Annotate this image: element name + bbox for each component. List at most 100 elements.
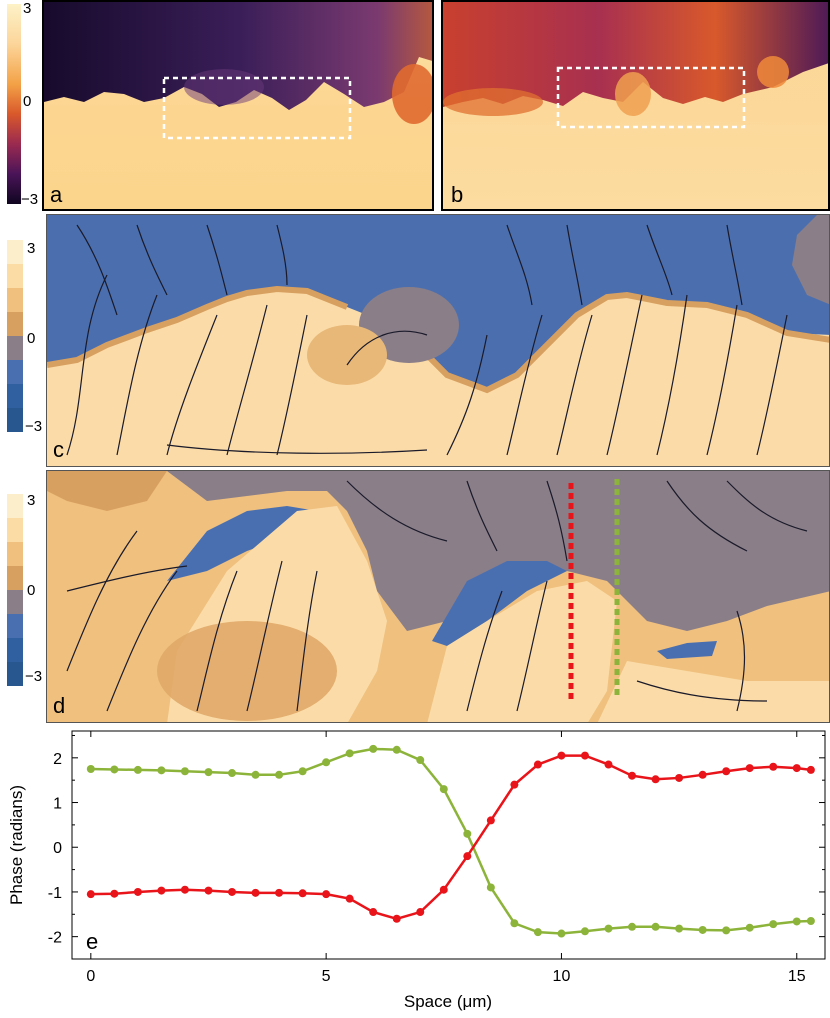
series-1-point [439, 885, 448, 894]
series-0-point [110, 765, 119, 774]
plot-frame [71, 730, 826, 960]
series-line-1 [90, 754, 812, 921]
panel-c-phase-map: c [46, 214, 830, 467]
series-1-point [133, 887, 142, 896]
panel-b-image [443, 2, 828, 209]
y-tick-label: 1 [53, 796, 62, 813]
series-1-point [722, 767, 731, 776]
x-tick-label: 5 [322, 968, 331, 985]
colorbar-c-swatches [7, 240, 23, 432]
series-0-point [604, 924, 613, 933]
series-0-point [533, 928, 542, 937]
series-1-point [628, 771, 637, 780]
colorbar-d-swatches [7, 494, 23, 686]
colorbar-top-gradient [7, 4, 21, 204]
y-tick-label: -2 [48, 930, 62, 947]
series-1-point [745, 764, 754, 773]
series-0-point [580, 927, 589, 936]
series-1-point [251, 888, 260, 897]
x-axis-label: Space (μm) [404, 992, 492, 1011]
series-1-point [275, 888, 284, 897]
series-1-point [510, 780, 519, 789]
panel-b-heatmap: b [441, 0, 830, 211]
panel-b-roi-box [556, 66, 746, 129]
colorbar-top-tick-min: −3 [21, 191, 39, 208]
x-tick-label: 0 [86, 968, 95, 985]
series-0-point [439, 785, 448, 794]
series-0-point [557, 929, 566, 938]
series-0-point [722, 926, 731, 935]
series-0-point [675, 924, 684, 933]
series-1-point [110, 889, 119, 898]
y-tick-label: -1 [48, 885, 62, 902]
series-1-point [604, 760, 613, 769]
colorbar-top-tick-mid: 0 [23, 93, 32, 110]
series-0-point [180, 767, 189, 776]
series-0-point [345, 749, 354, 758]
colorbar-d-tick-max: 3 [27, 492, 36, 509]
series-0-point [322, 758, 331, 767]
series-0-point [228, 769, 237, 778]
series-1-point [157, 886, 166, 895]
panel-a-heatmap: a [42, 0, 434, 211]
panel-d-image [47, 471, 829, 722]
series-0-point [275, 770, 284, 779]
colorbar-d-tick-mid: 0 [27, 582, 36, 599]
y-axis-label: Phase (radians) [7, 785, 26, 905]
series-0-point [745, 923, 754, 932]
series-0-point [792, 917, 801, 926]
series-1-point [806, 765, 815, 774]
series-1-point [651, 775, 660, 784]
series-1-point [392, 914, 401, 923]
series-0-point [651, 922, 660, 931]
panel-d-phase-map: d [46, 470, 830, 723]
panel-b-label: b [451, 182, 464, 207]
panel-d-label: d [53, 693, 66, 718]
panel-e-chart: 0 5 10 15 2 1 0 -1 -2 Space (μm) Phase (radians)… [0, 725, 830, 1013]
panel-e-label: e [86, 929, 98, 954]
panel-c-streamlines [66, 224, 788, 456]
panel-d-streamlines [66, 480, 808, 712]
colorbar-top-tick-max: 3 [23, 0, 32, 17]
panel-a-roi-box [162, 76, 352, 140]
series-1-point [204, 886, 213, 895]
series-0-point [628, 922, 637, 931]
colorbar-d-tick-min: −3 [25, 668, 43, 685]
series-0-point [298, 767, 307, 776]
series-1-point [345, 894, 354, 903]
series-1-point [86, 890, 95, 899]
panel-a-label: a [50, 182, 63, 207]
colorbar-d: 3 0 −3 [5, 490, 43, 690]
colorbar-c-tick-mid: 0 [27, 330, 36, 347]
colorbar-c-tick-max: 3 [27, 240, 36, 257]
series-0-point [251, 770, 260, 779]
series-0-point [510, 919, 519, 928]
colorbar-c: 3 0 −3 [5, 236, 42, 436]
series-1-point [557, 751, 566, 760]
series-1-point [322, 890, 331, 899]
series-0-point [204, 768, 213, 777]
series-1-point [298, 889, 307, 898]
series-0-point [133, 765, 142, 774]
series-1-point [698, 770, 707, 779]
panel-c-image [47, 215, 829, 466]
series-0-point [157, 766, 166, 775]
series-1-point [228, 887, 237, 896]
series-0-point [416, 756, 425, 765]
series-1-point [580, 751, 589, 760]
series-1-point [792, 764, 801, 773]
series-1-point [675, 773, 684, 782]
y-tick-label: 2 [53, 751, 62, 768]
series-1-point [369, 908, 378, 917]
series-0-point [369, 744, 378, 753]
series-1-point [416, 908, 425, 917]
panel-c-label: c [53, 437, 64, 462]
series-0-point [463, 829, 472, 838]
series-0-point [698, 925, 707, 934]
series-1-point [769, 762, 778, 771]
series-0-point [486, 883, 495, 892]
series-0-point [769, 920, 778, 929]
series-1-point [463, 852, 472, 861]
panel-a-image [44, 2, 432, 209]
